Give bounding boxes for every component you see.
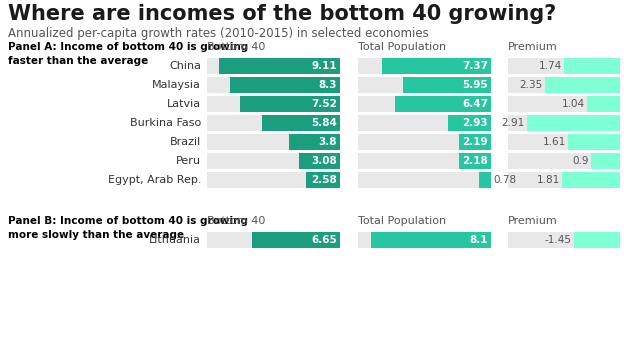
Text: China: China (169, 61, 201, 71)
Bar (207, 153, 340, 169)
Text: Premium: Premium (508, 216, 558, 226)
Bar (207, 115, 340, 131)
Text: 0.78: 0.78 (493, 175, 516, 185)
Bar (459, 153, 491, 169)
Text: Panel A: Income of bottom 40 is growing
faster than the average: Panel A: Income of bottom 40 is growing … (8, 42, 249, 66)
Text: Annualized per-capita growth rates (2010-2015) in selected economies: Annualized per-capita growth rates (2010… (8, 27, 429, 40)
Bar (358, 115, 491, 131)
Text: 1.61: 1.61 (543, 137, 567, 147)
Bar (573, 232, 620, 248)
Text: Where are incomes of the bottom 40 growing?: Where are incomes of the bottom 40 growi… (8, 4, 557, 24)
Text: 3.8: 3.8 (319, 137, 337, 147)
Text: Peru: Peru (176, 156, 201, 166)
Bar (207, 172, 340, 188)
Text: 2.93: 2.93 (463, 118, 488, 128)
Text: 5.84: 5.84 (311, 118, 337, 128)
Bar (358, 96, 491, 112)
Bar (299, 153, 340, 169)
Text: -1.45: -1.45 (545, 235, 572, 245)
Text: Brazil: Brazil (170, 137, 201, 147)
Text: Total Population: Total Population (358, 42, 446, 52)
Text: Burkina Faso: Burkina Faso (130, 118, 201, 128)
Bar (358, 232, 491, 248)
Text: 6.47: 6.47 (462, 99, 488, 109)
Bar (508, 77, 620, 93)
Bar (207, 77, 340, 93)
Bar (207, 232, 340, 248)
Text: Premium: Premium (508, 42, 558, 52)
Text: 8.3: 8.3 (319, 80, 337, 90)
Text: 9.11: 9.11 (311, 61, 337, 71)
Text: 6.65: 6.65 (311, 235, 337, 245)
Text: Bottom 40: Bottom 40 (207, 42, 265, 52)
Text: Egypt, Arab Rep.: Egypt, Arab Rep. (108, 175, 201, 185)
Text: Malaysia: Malaysia (152, 80, 201, 90)
Bar (358, 172, 491, 188)
Bar (508, 232, 620, 248)
Text: Lithuania: Lithuania (149, 235, 201, 245)
Bar (508, 153, 620, 169)
Bar (480, 172, 491, 188)
Bar (252, 232, 340, 248)
Text: 7.52: 7.52 (311, 99, 337, 109)
Bar (508, 172, 620, 188)
Bar (396, 96, 491, 112)
Bar (564, 58, 620, 74)
Text: 5.95: 5.95 (463, 80, 488, 90)
Bar (240, 96, 340, 112)
Bar (403, 77, 491, 93)
Text: 2.35: 2.35 (520, 80, 543, 90)
Text: 3.08: 3.08 (311, 156, 337, 166)
Text: 2.58: 2.58 (311, 175, 337, 185)
Bar (568, 134, 620, 150)
Text: Bottom 40: Bottom 40 (207, 216, 265, 226)
Bar (562, 172, 620, 188)
Text: 7.37: 7.37 (462, 61, 488, 71)
Bar (508, 96, 620, 112)
Bar (207, 134, 340, 150)
Text: 1.74: 1.74 (539, 61, 562, 71)
Text: 1.04: 1.04 (562, 99, 585, 109)
Text: 0.9: 0.9 (573, 156, 589, 166)
Bar (508, 134, 620, 150)
Text: Latvia: Latvia (167, 99, 201, 109)
Bar (219, 58, 340, 74)
Bar (358, 153, 491, 169)
Bar (508, 115, 620, 131)
Bar (207, 58, 340, 74)
Text: 2.19: 2.19 (463, 137, 488, 147)
Bar (508, 58, 620, 74)
Bar (527, 115, 620, 131)
Bar (262, 115, 340, 131)
Bar (587, 96, 620, 112)
Text: Total Population: Total Population (358, 216, 446, 226)
Bar (358, 134, 491, 150)
Bar (305, 172, 340, 188)
Bar (207, 96, 340, 112)
Bar (289, 134, 340, 150)
Bar (371, 232, 491, 248)
Bar (448, 115, 491, 131)
Text: 2.18: 2.18 (462, 156, 488, 166)
Bar (358, 58, 491, 74)
Bar (459, 134, 491, 150)
Bar (358, 77, 491, 93)
Text: 1.81: 1.81 (537, 175, 560, 185)
Bar (382, 58, 491, 74)
Bar (591, 153, 620, 169)
Bar (545, 77, 620, 93)
Text: 2.91: 2.91 (501, 118, 525, 128)
Text: 8.1: 8.1 (470, 235, 488, 245)
Bar (230, 77, 340, 93)
Text: Panel B: Income of bottom 40 is growing
more slowly than the average: Panel B: Income of bottom 40 is growing … (8, 216, 248, 240)
